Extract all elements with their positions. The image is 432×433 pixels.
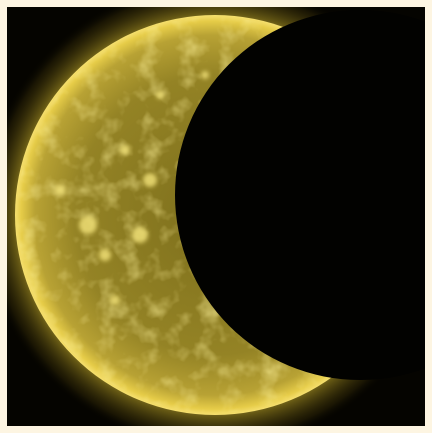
bright-spots <box>55 71 209 305</box>
moon <box>175 10 425 380</box>
